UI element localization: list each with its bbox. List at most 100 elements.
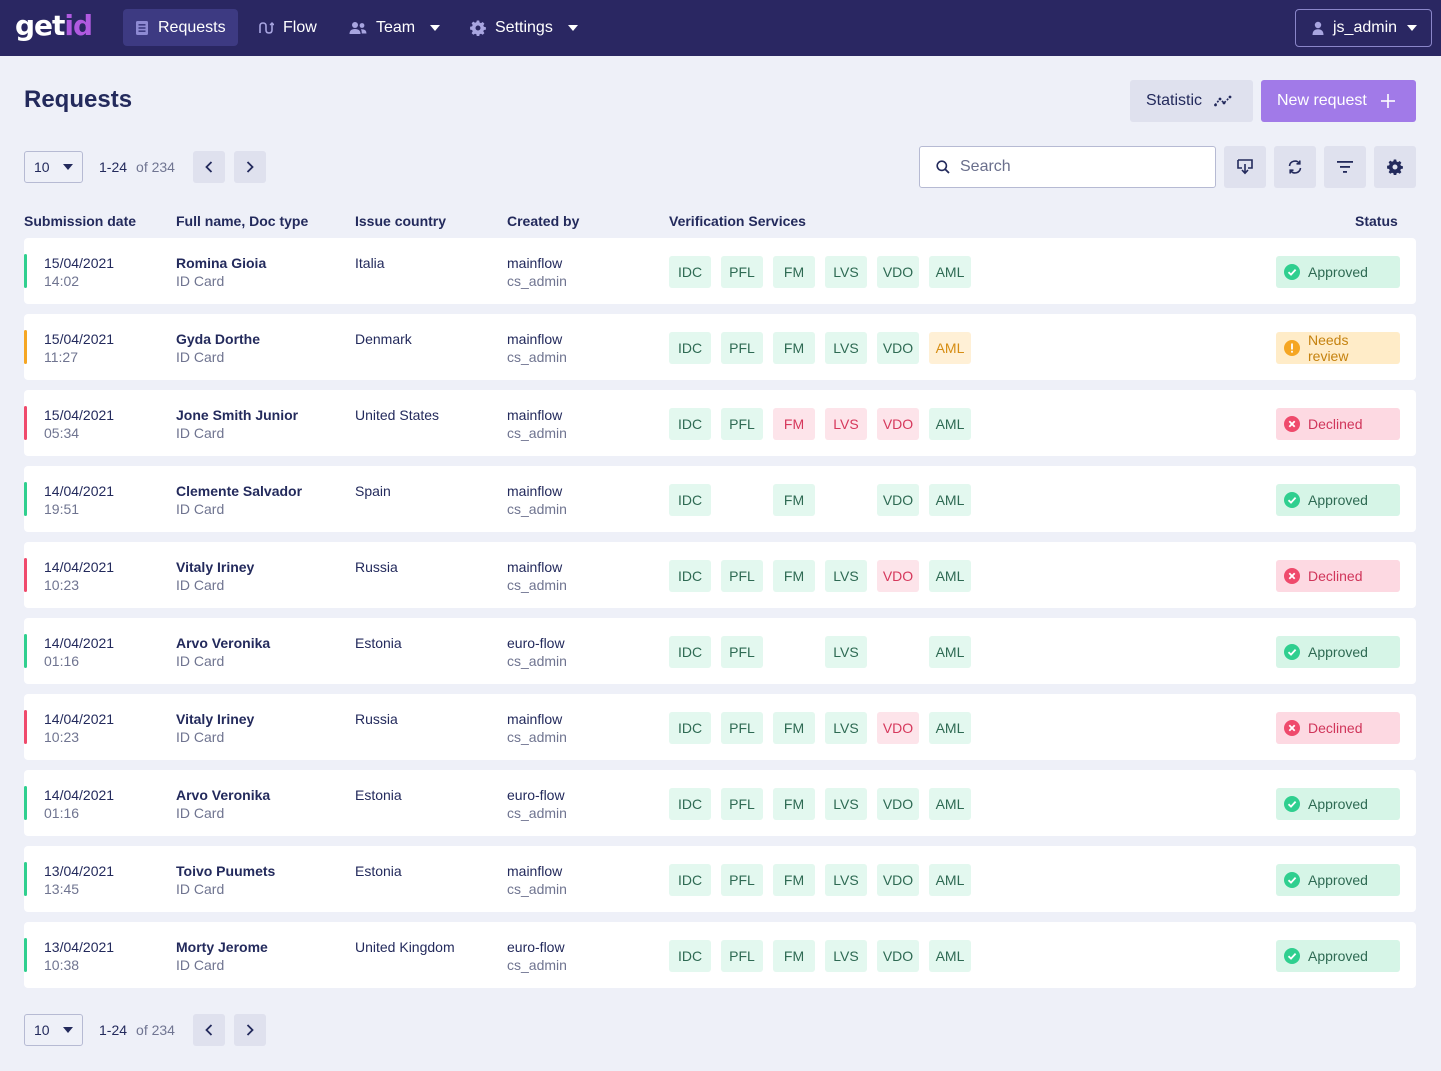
service-badge-vdo[interactable]: VDO bbox=[877, 408, 919, 440]
status-badge[interactable]: Declined bbox=[1276, 408, 1400, 440]
service-badge-lvs[interactable]: LVS bbox=[825, 256, 867, 288]
full-name-text[interactable]: Jone Smith Junior bbox=[176, 407, 299, 423]
service-badge-idc[interactable]: IDC bbox=[669, 408, 711, 440]
status-badge[interactable]: Declined bbox=[1276, 560, 1400, 592]
service-badge-pfl[interactable]: PFL bbox=[721, 408, 763, 440]
service-badge-idc[interactable]: IDC bbox=[669, 788, 711, 820]
service-badge-idc[interactable]: IDC bbox=[669, 484, 711, 516]
service-badge-pfl[interactable]: PFL bbox=[721, 636, 763, 668]
next-page-button[interactable] bbox=[233, 151, 266, 183]
table-row[interactable]: 14/04/2021 10:23 Vitaly Iriney ID Card Russi… bbox=[24, 694, 1416, 760]
service-badge-pfl[interactable]: PFL bbox=[721, 864, 763, 896]
service-badge-vdo[interactable]: VDO bbox=[877, 560, 919, 592]
next-page-button[interactable] bbox=[233, 1014, 266, 1046]
table-row[interactable]: 13/04/2021 10:38 Morty Jerome ID Card United… bbox=[24, 922, 1416, 988]
service-badge-fm[interactable]: FM bbox=[773, 788, 815, 820]
service-badge-lvs[interactable]: LVS bbox=[825, 940, 867, 972]
service-badge-idc[interactable]: IDC bbox=[669, 256, 711, 288]
nav-item-team[interactable]: Team bbox=[337, 9, 452, 46]
service-badge-idc[interactable]: IDC bbox=[669, 712, 711, 744]
service-badge-aml[interactable]: AML bbox=[929, 864, 971, 896]
new-request-button[interactable]: New request bbox=[1261, 80, 1416, 122]
service-badge-pfl[interactable]: PFL bbox=[721, 940, 763, 972]
column-header-services[interactable]: Verification Services bbox=[669, 213, 806, 229]
full-name-text[interactable]: Vitaly Iriney bbox=[176, 711, 255, 727]
status-badge[interactable]: Needs review bbox=[1276, 332, 1400, 364]
service-badge-vdo[interactable]: VDO bbox=[877, 332, 919, 364]
table-row[interactable]: 15/04/2021 05:34 Jone Smith Junior ID Card U… bbox=[24, 390, 1416, 456]
search-input[interactable] bbox=[960, 158, 1190, 176]
service-badge-idc[interactable]: IDC bbox=[669, 560, 711, 592]
full-name-text[interactable]: Romina Gioia bbox=[176, 255, 267, 271]
service-badge-fm[interactable]: FM bbox=[773, 712, 815, 744]
status-badge[interactable]: Approved bbox=[1276, 788, 1400, 820]
service-badge-vdo[interactable]: VDO bbox=[877, 864, 919, 896]
service-badge-idc[interactable]: IDC bbox=[669, 332, 711, 364]
table-row[interactable]: 14/04/2021 19:51 Clemente Salvador ID Card S… bbox=[24, 466, 1416, 532]
service-badge-lvs[interactable]: LVS bbox=[825, 712, 867, 744]
full-name-text[interactable]: Morty Jerome bbox=[176, 939, 268, 955]
service-badge-fm[interactable]: FM bbox=[773, 484, 815, 516]
table-row[interactable]: 14/04/2021 10:23 Vitaly Iriney ID Card Russi… bbox=[24, 542, 1416, 608]
status-badge[interactable]: Declined bbox=[1276, 712, 1400, 744]
column-header-name[interactable]: Full name, Doc type bbox=[176, 213, 309, 229]
status-badge[interactable]: Approved bbox=[1276, 636, 1400, 668]
service-badge-lvs[interactable]: LVS bbox=[825, 560, 867, 592]
service-badge-aml[interactable]: AML bbox=[929, 560, 971, 592]
service-badge-fm[interactable]: FM bbox=[773, 560, 815, 592]
settings-button[interactable] bbox=[1374, 146, 1416, 188]
service-badge-fm[interactable]: FM bbox=[773, 408, 815, 440]
service-badge-aml[interactable]: AML bbox=[929, 940, 971, 972]
service-badge-vdo[interactable]: VDO bbox=[877, 484, 919, 516]
service-badge-lvs[interactable]: LVS bbox=[825, 332, 867, 364]
service-badge-fm[interactable]: FM bbox=[773, 864, 815, 896]
service-badge-idc[interactable]: IDC bbox=[669, 864, 711, 896]
status-badge[interactable]: Approved bbox=[1276, 864, 1400, 896]
service-badge-lvs[interactable]: LVS bbox=[825, 636, 867, 668]
per-page-select[interactable]: 10 bbox=[24, 1014, 83, 1046]
service-badge-pfl[interactable]: PFL bbox=[721, 332, 763, 364]
full-name-text[interactable]: Vitaly Iriney bbox=[176, 559, 255, 575]
service-badge-idc[interactable]: IDC bbox=[669, 636, 711, 668]
nav-item-requests[interactable]: Requests bbox=[123, 9, 238, 46]
service-badge-vdo[interactable]: VDO bbox=[877, 256, 919, 288]
nav-item-settings[interactable]: Settings bbox=[458, 9, 590, 46]
service-badge-fm[interactable]: FM bbox=[773, 256, 815, 288]
service-badge-pfl[interactable]: PFL bbox=[721, 712, 763, 744]
service-badge-lvs[interactable]: LVS bbox=[825, 788, 867, 820]
filter-button[interactable] bbox=[1324, 146, 1366, 188]
service-badge-lvs[interactable]: LVS bbox=[825, 408, 867, 440]
user-menu-button[interactable]: js_admin bbox=[1295, 9, 1432, 47]
getid-logo[interactable]: getid bbox=[15, 9, 93, 42]
service-badge-aml[interactable]: AML bbox=[929, 484, 971, 516]
full-name-text[interactable]: Clemente Salvador bbox=[176, 483, 303, 499]
table-row[interactable]: 14/04/2021 01:16 Arvo Veronika ID Card Eston… bbox=[24, 618, 1416, 684]
service-badge-aml[interactable]: AML bbox=[929, 256, 971, 288]
service-badge-fm[interactable]: FM bbox=[773, 332, 815, 364]
column-header-date[interactable]: Submission date bbox=[24, 213, 137, 229]
download-button[interactable] bbox=[1224, 146, 1266, 188]
column-header-status[interactable]: Status bbox=[1355, 213, 1398, 229]
service-badge-aml[interactable]: AML bbox=[929, 712, 971, 744]
service-badge-vdo[interactable]: VDO bbox=[877, 940, 919, 972]
service-badge-aml[interactable]: AML bbox=[929, 636, 971, 668]
service-badge-aml[interactable]: AML bbox=[929, 408, 971, 440]
service-badge-fm[interactable]: FM bbox=[773, 940, 815, 972]
status-badge[interactable]: Approved bbox=[1276, 940, 1400, 972]
statistic-button[interactable]: Statistic bbox=[1130, 80, 1253, 122]
table-row[interactable]: 13/04/2021 13:45 Toivo Puumets ID Card Eston… bbox=[24, 846, 1416, 912]
table-row[interactable]: 14/04/2021 01:16 Arvo Veronika ID Card Eston… bbox=[24, 770, 1416, 836]
table-row[interactable]: 15/04/2021 11:27 Gyda Dorthe ID Card Denmark… bbox=[24, 314, 1416, 380]
service-badge-aml[interactable]: AML bbox=[929, 332, 971, 364]
nav-item-flow[interactable]: Flow bbox=[246, 9, 329, 46]
prev-page-button[interactable] bbox=[192, 1014, 225, 1046]
full-name-text[interactable]: Arvo Veronika bbox=[176, 787, 271, 803]
full-name-text[interactable]: Arvo Veronika bbox=[176, 635, 271, 651]
service-badge-pfl[interactable]: PFL bbox=[721, 256, 763, 288]
service-badge-vdo[interactable]: VDO bbox=[877, 712, 919, 744]
service-badge-lvs[interactable]: LVS bbox=[825, 864, 867, 896]
per-page-select[interactable]: 10 bbox=[24, 151, 83, 183]
service-badge-idc[interactable]: IDC bbox=[669, 940, 711, 972]
full-name-text[interactable]: Gyda Dorthe bbox=[176, 331, 261, 347]
column-header-country[interactable]: Issue country bbox=[355, 213, 447, 229]
